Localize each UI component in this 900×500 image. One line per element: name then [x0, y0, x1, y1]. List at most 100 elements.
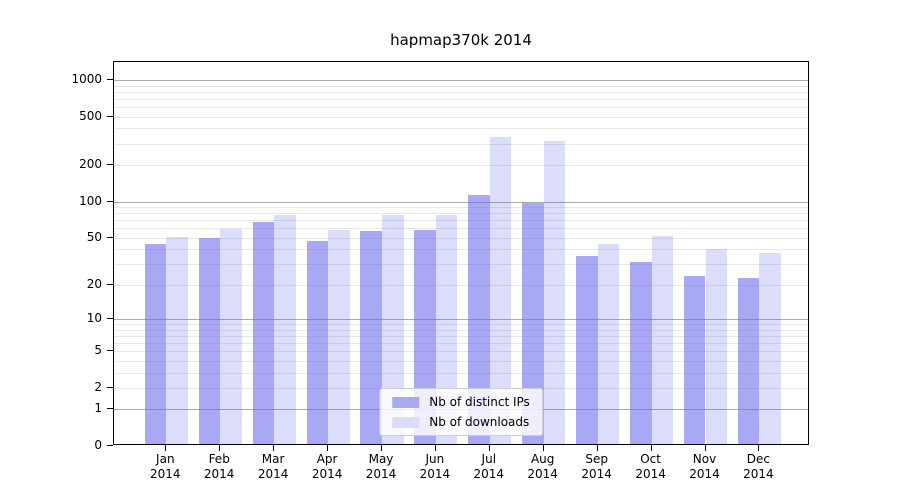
- x-tick-label-dec: Dec 2014: [728, 452, 788, 482]
- x-tick-year: 2014: [689, 467, 720, 481]
- bar-nb-of-downloads-may: [382, 215, 404, 444]
- bar-nb-of-downloads-sep: [597, 244, 620, 444]
- x-tick-year: 2014: [257, 467, 289, 481]
- x-tick-label-apr: Apr 2014: [297, 452, 357, 482]
- x-tick-month: Aug: [530, 452, 555, 466]
- x-tick-mark-jul: [488, 445, 490, 451]
- x-tick-year: 2014: [150, 467, 181, 481]
- x-tick-label-feb: Feb 2014: [189, 452, 249, 482]
- x-tick-mark-nov: [704, 445, 706, 451]
- bar-nb-of-downloads-feb: [220, 229, 242, 444]
- x-tick-mark-aug: [542, 445, 544, 451]
- legend: Nb of distinct IPs Nb of downloads: [379, 388, 543, 436]
- x-tick-year: 2014: [743, 467, 774, 481]
- gridline-major-1000: [114, 79, 808, 81]
- bar-nb-of-distinct-ips-feb: [198, 237, 221, 444]
- x-tick-label-may: May 2014: [351, 452, 411, 482]
- x-tick-year: 2014: [365, 467, 397, 481]
- gridline-minor-50: [114, 237, 808, 239]
- x-tick-month: Feb: [208, 452, 230, 466]
- gridline-minor-500: [114, 116, 808, 118]
- gridline-minor-40: [114, 249, 808, 251]
- gridline-major-10: [114, 319, 808, 320]
- gridline-minor-400: [114, 128, 808, 130]
- y-tick-mark-500: [107, 115, 113, 117]
- gridline-minor-300: [114, 143, 808, 145]
- bar-nb-of-distinct-ips-dec: [737, 277, 760, 444]
- gridline-minor-8: [114, 329, 808, 331]
- legend-label-nb-of-distinct-ips: Nb of distinct IPs: [429, 395, 530, 409]
- x-tick-label-jan: Jan 2014: [135, 452, 195, 482]
- x-tick-mark-jun: [434, 445, 436, 451]
- bar-nb-of-downloads-jul: [489, 137, 512, 444]
- x-tick-year: 2014: [311, 467, 343, 481]
- y-tick-label-10: 10: [86, 311, 102, 325]
- gridline-minor-900: [114, 85, 808, 87]
- bar-nb-of-distinct-ips-apr: [306, 240, 329, 444]
- bar-nb-of-downloads-apr: [328, 230, 350, 444]
- legend-label-nb-of-downloads: Nb of downloads: [429, 415, 530, 429]
- gridline-minor-90: [114, 207, 808, 208]
- plot-area: Nb of distinct IPs Nb of downloads: [113, 61, 809, 445]
- x-tick-label-jul: Jul 2014: [459, 452, 519, 482]
- legend-swatch-nb-of-downloads: [392, 416, 420, 428]
- x-tick-mark-oct: [650, 445, 652, 451]
- x-tick-label-sep: Sep 2014: [567, 452, 627, 482]
- gridline-minor-600: [114, 107, 808, 108]
- bar-nb-of-downloads-oct: [651, 235, 674, 444]
- x-tick-year: 2014: [203, 467, 235, 481]
- y-tick-label-100: 100: [79, 193, 102, 208]
- gridline-minor-3: [114, 372, 808, 374]
- bar-nb-of-distinct-ips-sep: [576, 256, 598, 444]
- x-tick-mark-may: [381, 445, 382, 451]
- y-tick-mark-0: [107, 445, 113, 446]
- y-tick-label-50: 50: [86, 229, 102, 244]
- x-tick-month: May: [368, 452, 394, 466]
- x-tick-month: Nov: [692, 452, 717, 466]
- y-tick-mark-100: [107, 200, 113, 202]
- bar-nb-of-downloads-aug: [543, 141, 566, 444]
- y-tick-label-0: 0: [94, 438, 102, 452]
- x-tick-year: 2014: [473, 467, 505, 481]
- x-tick-mark-mar: [273, 445, 275, 451]
- y-tick-mark-200: [107, 164, 113, 165]
- bar-nb-of-distinct-ips-jul: [468, 195, 490, 444]
- x-tick-label-nov: Nov 2014: [675, 452, 735, 482]
- x-tick-mark-apr: [327, 445, 329, 451]
- y-tick-label-1000: 1000: [71, 71, 102, 86]
- gridline-minor-5: [114, 351, 808, 353]
- bar-nb-of-distinct-ips-jan: [144, 244, 167, 444]
- gridline-minor-30: [114, 264, 808, 266]
- y-tick-label-500: 500: [79, 108, 102, 123]
- x-tick-month: Mar: [261, 452, 285, 466]
- bar-nb-of-distinct-ips-mar: [252, 222, 275, 444]
- gridline-minor-4: [114, 360, 808, 362]
- x-tick-month: Apr: [316, 452, 338, 466]
- legend-item-nb-of-downloads: Nb of downloads: [392, 415, 530, 429]
- x-tick-month: Jan: [156, 452, 175, 466]
- bar-nb-of-distinct-ips-oct: [630, 262, 652, 444]
- bar-nb-of-distinct-ips-may: [360, 230, 382, 444]
- y-tick-mark-5: [107, 350, 113, 352]
- x-tick-month: Dec: [746, 452, 770, 466]
- gridline-minor-800: [114, 91, 808, 93]
- gridline-minor-60: [114, 228, 808, 230]
- bar-nb-of-downloads-nov: [705, 249, 728, 444]
- bar-nb-of-downloads-jun: [435, 214, 458, 444]
- x-tick-mark-feb: [219, 445, 221, 451]
- x-tick-month: Oct: [640, 452, 661, 466]
- x-tick-label-mar: Mar 2014: [243, 452, 303, 482]
- y-tick-label-5: 5: [94, 343, 102, 358]
- gridline-minor-9: [114, 324, 808, 325]
- gridline-minor-7: [114, 335, 808, 337]
- chart-title: hapmap370k 2014: [390, 31, 532, 49]
- x-tick-year: 2014: [635, 467, 666, 481]
- gridline-minor-6: [114, 342, 808, 344]
- x-tick-mark-jan: [165, 445, 167, 451]
- bar-nb-of-downloads-jan: [166, 236, 188, 444]
- gridline-major-100: [114, 201, 808, 203]
- y-tick-mark-1000: [107, 78, 113, 80]
- bar-nb-of-downloads-dec: [759, 253, 781, 444]
- y-tick-mark-2: [107, 386, 113, 388]
